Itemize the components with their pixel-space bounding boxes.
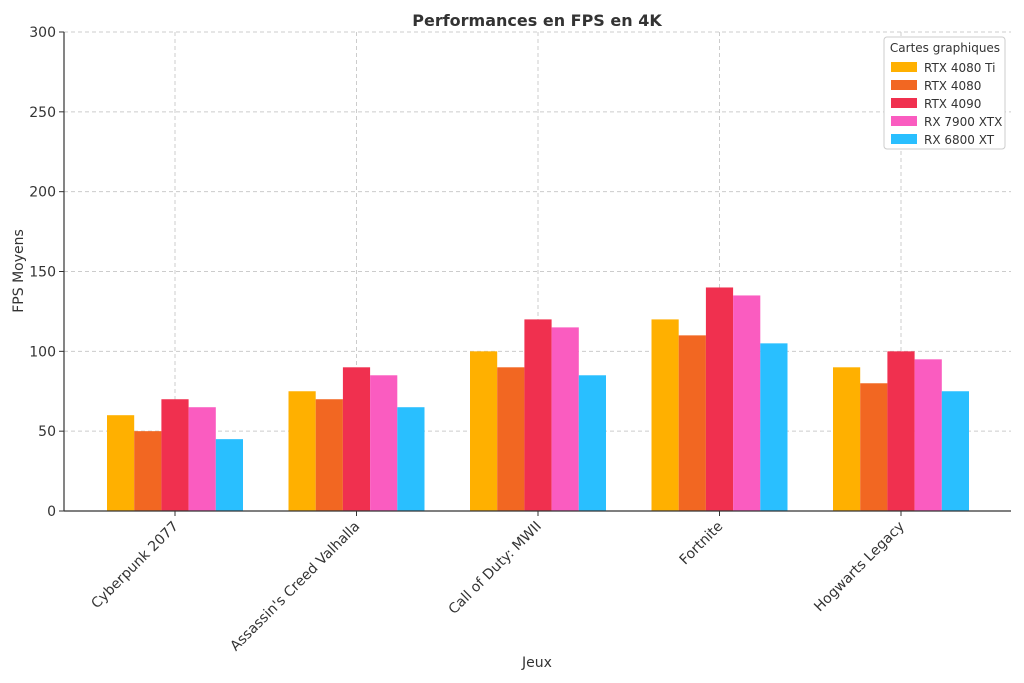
y-tick-label-2: 100 — [29, 344, 56, 360]
legend-label-4: RX 6800 XT — [924, 133, 995, 147]
legend-item-4: RX 6800 XT — [891, 133, 995, 147]
legend-label-0: RTX 4080 Ti — [924, 61, 995, 75]
legend-item-1: RTX 4080 — [891, 79, 981, 93]
bar-4-3 — [914, 359, 942, 511]
bar-2-0 — [470, 351, 498, 511]
legend-items: RTX 4080 Ti RTX 4080 RTX 4090 RX 7900 XTX RX… — [891, 61, 1002, 147]
bar-group-1 — [288, 367, 425, 511]
y-tick-label-3: 150 — [29, 265, 56, 281]
y-tick-label-0: 0 — [47, 504, 56, 520]
legend-swatch-3 — [891, 116, 917, 126]
bar-0-0 — [107, 415, 135, 511]
bar-2-2 — [524, 319, 552, 511]
legend-item-2: RTX 4090 — [891, 97, 981, 111]
grid-lines — [64, 31, 1011, 511]
bars — [107, 287, 969, 511]
y-tick-label-5: 250 — [29, 105, 56, 121]
bar-0-3 — [188, 407, 216, 511]
bar-4-0 — [833, 367, 861, 511]
y-ticks: 0 50 100 150 200 250 300 — [29, 25, 64, 520]
legend-swatch-2 — [891, 98, 917, 108]
bar-group-4 — [833, 351, 969, 511]
bar-3-2 — [705, 287, 734, 511]
legend-label-3: RX 7900 XTX — [924, 115, 1002, 129]
legend-swatch-4 — [891, 134, 917, 144]
legend-swatch-0 — [891, 62, 917, 72]
bar-1-0 — [288, 391, 316, 511]
legend-title: Cartes graphiques — [890, 41, 1000, 55]
y-tick-label-1: 50 — [38, 424, 56, 440]
bar-group-2 — [470, 319, 606, 511]
x-tick-label-1: Assassin's Creed Valhalla — [227, 519, 363, 655]
chart-title: Performances en FPS en 4K — [412, 11, 662, 30]
bar-3-0 — [651, 319, 679, 511]
bar-group-3 — [651, 287, 788, 511]
bar-4-2 — [887, 351, 915, 511]
bar-2-3 — [551, 327, 579, 511]
x-axis-label: Jeux — [521, 655, 552, 671]
bar-0-2 — [161, 399, 189, 511]
bar-3-3 — [733, 295, 761, 511]
legend-swatch-1 — [891, 80, 917, 90]
legend-item-0: RTX 4080 Ti — [891, 61, 995, 75]
x-tick-label-0: Cyberpunk 2077 — [88, 519, 181, 612]
legend-label-2: RTX 4090 — [924, 97, 981, 111]
bar-2-1 — [497, 367, 525, 511]
y-tick-label-6: 300 — [29, 25, 56, 41]
legend-label-1: RTX 4080 — [924, 79, 981, 93]
x-tick-label-3: Fortnite — [677, 519, 727, 569]
y-tick-label-4: 200 — [29, 185, 56, 201]
x-tick-label-2: Call of Duty: MWII — [446, 519, 545, 618]
x-ticks: Cyberpunk 2077 Assassin's Creed Valhalla C… — [88, 511, 908, 655]
bar-4-1 — [860, 383, 888, 511]
bar-3-4 — [760, 343, 788, 511]
bar-1-1 — [315, 399, 343, 511]
y-axis-label: FPS Moyens — [11, 229, 27, 313]
x-tick-label-4: Hogwarts Legacy — [811, 519, 908, 616]
bar-1-3 — [370, 375, 398, 511]
bar-0-4 — [215, 439, 243, 511]
bar-1-4 — [397, 407, 425, 511]
bar-4-4 — [941, 391, 969, 511]
bar-2-4 — [578, 375, 606, 511]
legend-item-3: RX 7900 XTX — [891, 115, 1002, 129]
bar-0-1 — [134, 431, 162, 511]
bar-3-1 — [678, 335, 706, 511]
bar-1-2 — [342, 367, 371, 511]
bar-group-0 — [107, 399, 243, 511]
